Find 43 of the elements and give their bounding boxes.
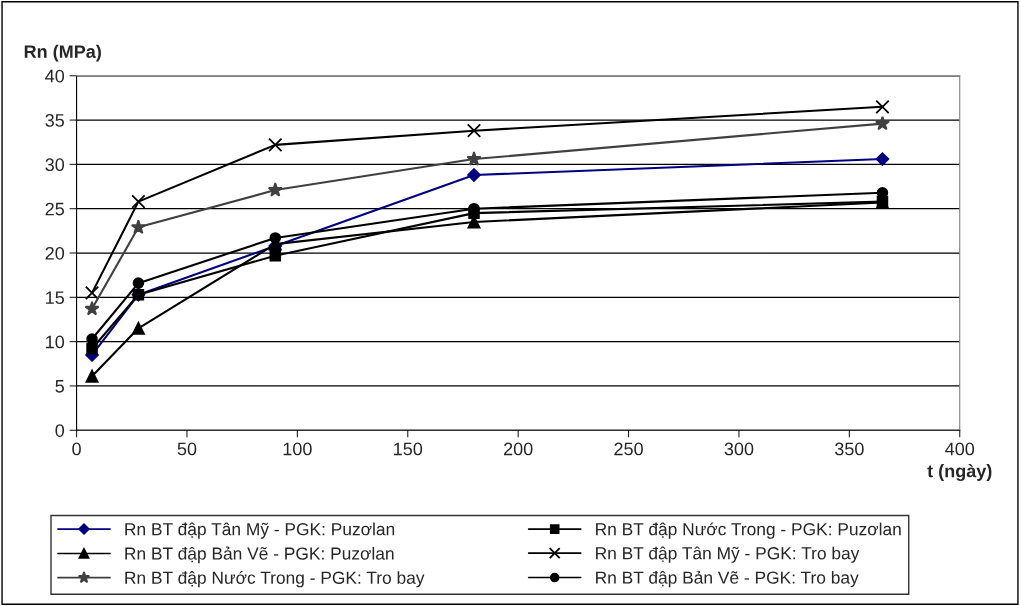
point — [875, 99, 890, 114]
x-tick-label: 150 — [394, 442, 423, 456]
point — [85, 369, 99, 383]
point — [466, 123, 482, 138]
point — [131, 321, 145, 335]
y-tick-label: 30 — [45, 158, 65, 172]
point — [466, 151, 482, 166]
point — [84, 285, 100, 301]
x-tick-label: 50 — [177, 442, 197, 456]
y-tick-label: 25 — [45, 202, 65, 216]
y-tick-label: 0 — [55, 424, 65, 437]
point — [84, 300, 100, 316]
point — [874, 115, 890, 131]
point — [86, 342, 98, 355]
y-tick-label: 40 — [45, 69, 65, 83]
y-tick-label: 35 — [45, 114, 65, 127]
point — [269, 232, 282, 244]
x-tick-label: 100 — [283, 442, 312, 456]
legend-label: Rn BT đập Tân Mỹ - PGK: Puzơlan — [125, 522, 395, 539]
y-axis-title: Rn (MPa) — [24, 44, 101, 62]
x-tick-label: 200 — [504, 442, 533, 456]
point — [131, 194, 146, 209]
x-tick-label: 300 — [724, 442, 754, 456]
point — [268, 137, 283, 153]
point — [132, 277, 145, 289]
x-axis-title: t (ngày) — [927, 463, 992, 482]
y-tick-label: 5 — [55, 380, 65, 393]
legend-label: Rn BT đập Nước Trong - PGK: Puzơlan — [596, 522, 901, 539]
legend-label: Rn BT đập Bản Vẽ - PGK: Puzơlan — [125, 546, 394, 564]
x-tick-label: 400 — [945, 442, 975, 456]
x-tick-label: 250 — [614, 442, 643, 456]
point — [267, 182, 283, 197]
x-tick-label: 0 — [72, 442, 81, 456]
legend-label: Rn BT đập Nước Trong - PGK: Tro bay — [125, 570, 425, 588]
point — [130, 219, 146, 234]
y-tick-label: 10 — [46, 335, 65, 349]
y-tick-label: 20 — [45, 246, 65, 260]
point — [875, 152, 890, 166]
point — [467, 168, 481, 182]
legend-label: Rn BT đập Bản Vẽ - PGK: Tro bay — [596, 570, 859, 588]
legend-label: Rn BT đập Tân Mỹ - PGK: Tro bay — [596, 546, 860, 563]
x-tick-label: 350 — [834, 442, 864, 456]
y-tick-label: 15 — [46, 291, 65, 305]
